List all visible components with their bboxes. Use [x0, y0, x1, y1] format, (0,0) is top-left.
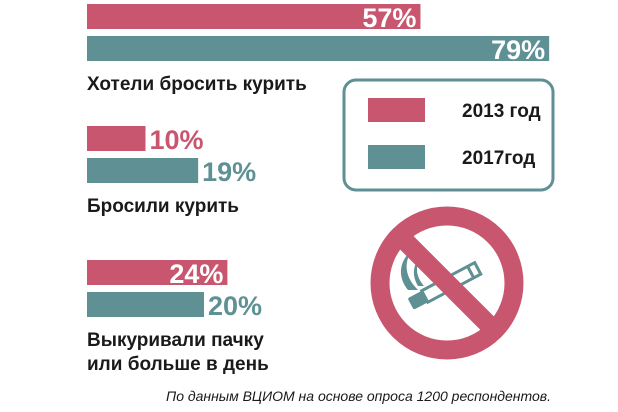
- legend-label-2017: 2017год: [462, 148, 535, 169]
- source-note: По данным ВЦИОМ на основе опроса 1200 ре…: [166, 388, 551, 404]
- category-label-3-line-1: Выкуривали пачку: [87, 330, 264, 351]
- bar-2017-cat-2: [87, 158, 199, 183]
- value-label-2017-cat-3: 20%: [208, 291, 262, 321]
- category-label-3-line-2: или больше в день: [87, 354, 269, 375]
- category-label-2: Бросили курить: [87, 196, 239, 217]
- bars-layer: [87, 4, 550, 317]
- smoke-icon: [400, 250, 418, 290]
- value-label-2017-cat-1: 79%: [491, 35, 545, 65]
- cigarette-tip: [466, 265, 476, 279]
- no-smoking-slash: [393, 229, 501, 337]
- cigarette-filter: [408, 291, 428, 310]
- bar-2013-cat-3: [87, 260, 228, 285]
- legend-swatch-2017: [368, 145, 425, 169]
- legend-box: [342, 78, 555, 192]
- labels-layer: 57% 79% Хотели бросить курить 10%19% Бросили…: [87, 3, 545, 375]
- legend-swatch-2013: [368, 98, 425, 122]
- no-smoking-ring: [370, 206, 524, 360]
- bar-2017-cat-3: [87, 292, 204, 317]
- no-smoking-icon: [370, 206, 524, 360]
- value-label-2013-cat-3: 24%: [169, 259, 223, 289]
- legend-label-2013: 2013 год: [462, 101, 541, 122]
- bar-2013-cat-1: [87, 4, 421, 29]
- legend: 2013 год 2017год: [342, 78, 555, 192]
- value-label-2013-cat-1: 57%: [362, 3, 416, 33]
- bar-2013-cat-2: [87, 126, 146, 151]
- value-label-2017-cat-2: 19%: [202, 157, 256, 187]
- category-label-1: Хотели бросить курить: [87, 74, 307, 95]
- bar-2017-cat-1: [87, 36, 550, 61]
- value-label-2013-cat-2: 10%: [150, 125, 204, 155]
